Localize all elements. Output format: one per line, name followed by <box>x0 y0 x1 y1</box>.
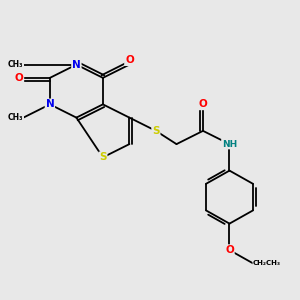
Text: S: S <box>99 152 106 162</box>
Text: CH₂CH₃: CH₂CH₃ <box>253 260 281 266</box>
Text: O: O <box>199 99 207 110</box>
Text: N: N <box>72 60 81 70</box>
Text: O: O <box>15 73 23 83</box>
Text: CH₃: CH₃ <box>8 113 23 122</box>
Text: S: S <box>152 126 160 136</box>
Text: CH₃: CH₃ <box>8 60 23 69</box>
Text: O: O <box>225 245 234 255</box>
Text: NH: NH <box>222 140 237 148</box>
Text: O: O <box>125 55 134 65</box>
Text: N: N <box>46 99 54 110</box>
